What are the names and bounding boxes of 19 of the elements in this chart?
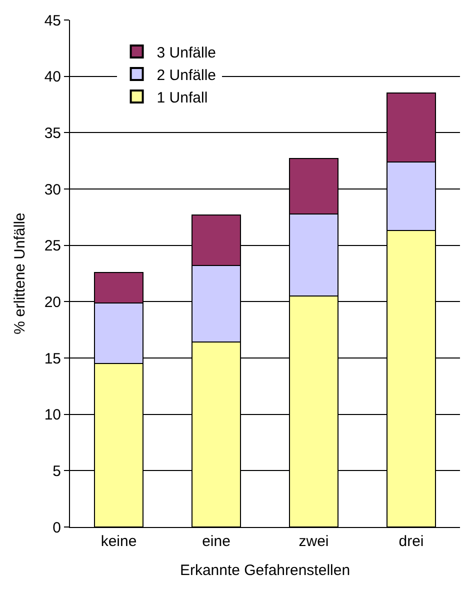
legend-label: 2 Unfälle — [156, 66, 216, 84]
y-tick-label: 35 — [44, 124, 61, 142]
y-tick-label: 30 — [44, 181, 61, 198]
legend-label: 3 Unfälle — [156, 44, 216, 62]
x-axis-title: Erkannte Gefahrenstellen — [180, 562, 350, 579]
y-tick-label: 45 — [44, 12, 61, 30]
y-tick-label: 0 — [52, 519, 61, 536]
x-tick-label: keine — [100, 533, 137, 550]
y-tick-label: 5 — [52, 462, 61, 480]
y-tick-label: 40 — [44, 68, 61, 86]
y-tick-label: 20 — [44, 294, 61, 311]
x-tick-label: zwei — [298, 533, 329, 550]
y-tick-label: 10 — [44, 406, 61, 424]
legend-label: 1 Unfall — [156, 89, 208, 106]
x-tick-label: eine — [202, 533, 230, 550]
y-tick-label: 15 — [44, 350, 61, 368]
y-axis-title: % erlittene Unfälle — [12, 212, 29, 334]
y-tick-label: 25 — [44, 238, 61, 255]
x-tick-label: drei — [398, 533, 424, 550]
